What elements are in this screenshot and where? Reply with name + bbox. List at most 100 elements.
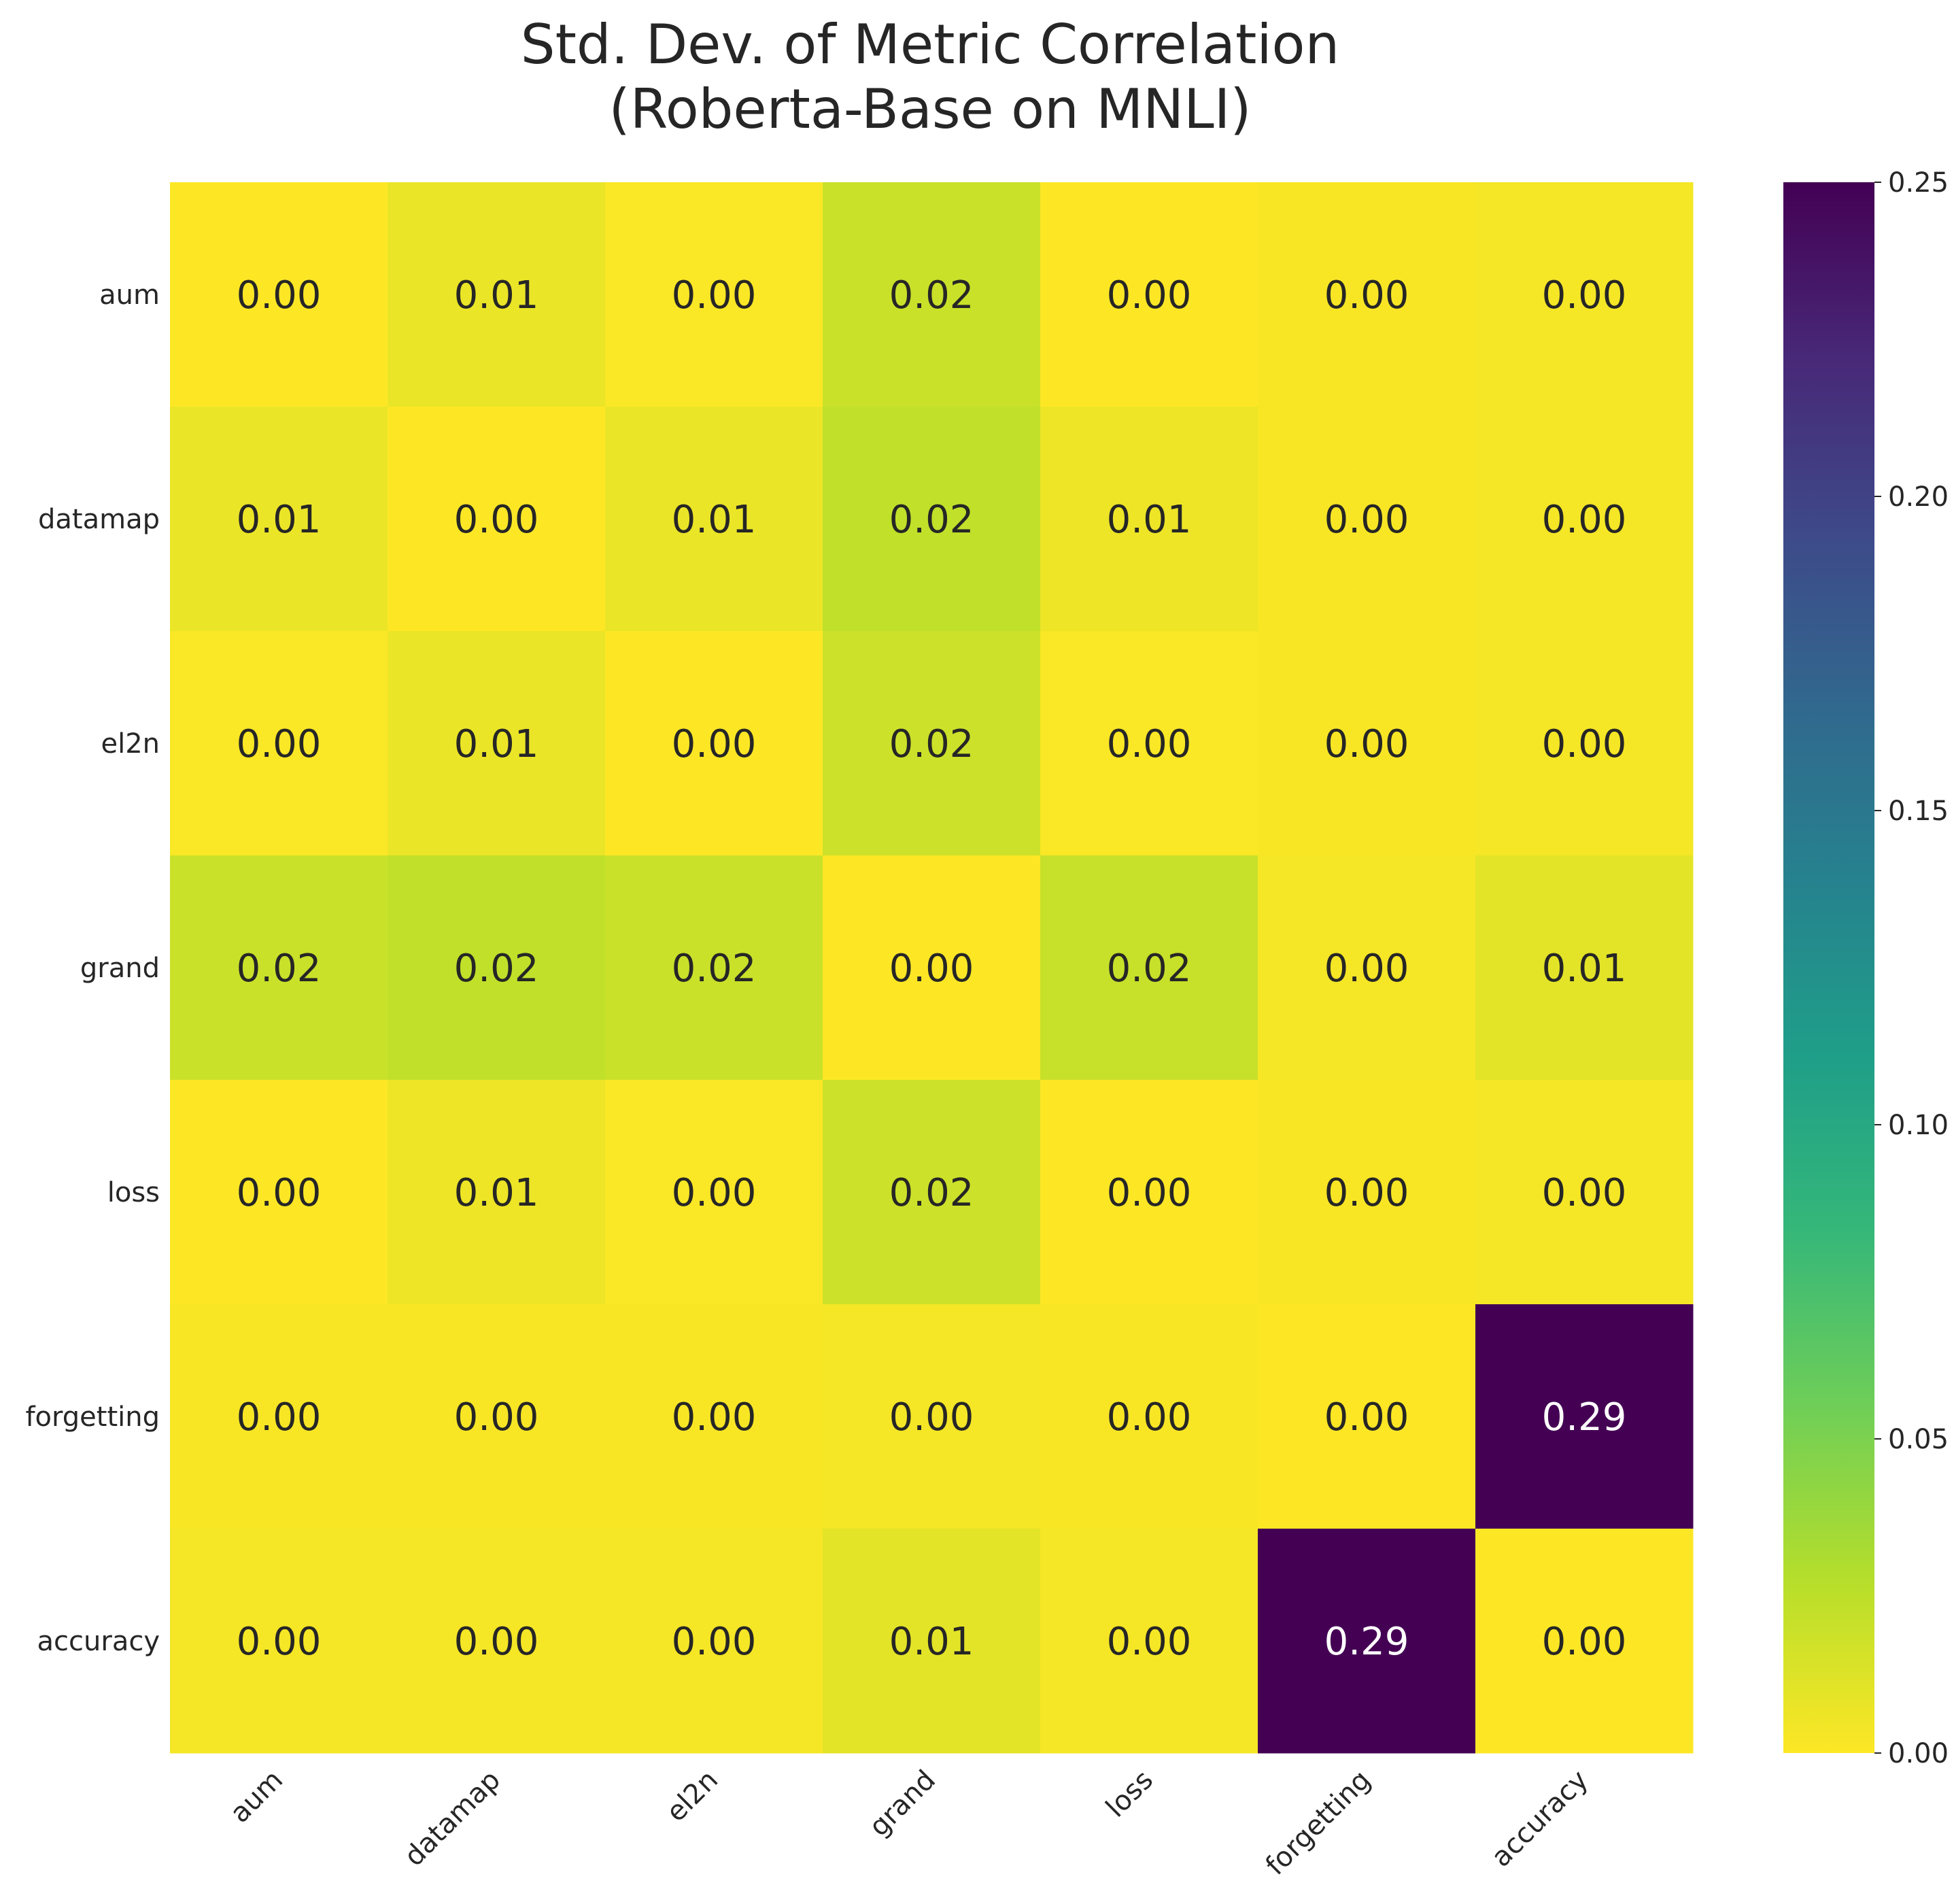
- heatmap-cell: [170, 1080, 388, 1305]
- heatmap-cell: [388, 407, 606, 632]
- heatmap-cell: [605, 182, 823, 407]
- heatmap-cell-value: 0.00: [672, 722, 757, 766]
- heatmap-cell-value: 0.01: [454, 1171, 539, 1215]
- heatmap-cell: [823, 1304, 1041, 1529]
- colorbar-tick-label: 0.20: [1888, 481, 1949, 513]
- heatmap-cell-value: 0.00: [1324, 722, 1409, 766]
- heatmap-cell: [1258, 407, 1476, 632]
- heatmap-cell-value: 0.00: [1542, 273, 1627, 318]
- y-tick-label: grand: [80, 953, 160, 984]
- heatmap-cell: [605, 1304, 823, 1529]
- heatmap-cell: [823, 182, 1041, 407]
- heatmap-cell-value: 0.00: [454, 498, 539, 542]
- heatmap-cell-value: 0.00: [672, 1620, 757, 1664]
- heatmap-cell-value: 0.00: [1542, 498, 1627, 542]
- heatmap-cell: [170, 1304, 388, 1529]
- x-tick-label: loss: [1100, 1765, 1159, 1824]
- heatmap-cell-value: 0.00: [1324, 1171, 1409, 1215]
- heatmap-cell-value: 0.00: [889, 1395, 974, 1440]
- heatmap-cell: [823, 1529, 1041, 1754]
- colorbar-tick-label: 0.05: [1888, 1424, 1949, 1455]
- heatmap-cell-value: 0.00: [1542, 722, 1627, 766]
- heatmap-cell: [388, 631, 606, 856]
- heatmap-cell-value: 0.29: [1324, 1620, 1409, 1664]
- heatmap-cell-value: 0.00: [1107, 1620, 1192, 1664]
- heatmap-cell: [1040, 182, 1258, 407]
- heatmap-cell-value: 0.01: [237, 498, 322, 542]
- heatmap-cell: [605, 1529, 823, 1754]
- heatmap-cell-value: 0.00: [1107, 273, 1192, 318]
- heatmap-cell: [1258, 1080, 1476, 1305]
- colorbar-ticks: 0.00 0.05 0.10 0.15 0.20 0.25: [1874, 167, 1949, 1769]
- colorbar-tick-label: 0.25: [1888, 167, 1949, 199]
- heatmap-cell: [388, 1304, 606, 1529]
- heatmap-cell-value: 0.00: [237, 1171, 322, 1215]
- chart-title-line-1: Std. Dev. of Metric Correlation: [521, 13, 1339, 76]
- heatmap-cell: [605, 631, 823, 856]
- heatmap-cell-value: 0.00: [672, 273, 757, 318]
- x-tick-label: accuracy: [1486, 1765, 1594, 1873]
- heatmap-cell: [605, 407, 823, 632]
- heatmap-cell: [1475, 631, 1694, 856]
- heatmap-cell: [170, 407, 388, 632]
- heatmap-cell: [170, 631, 388, 856]
- heatmap-cell-value: 0.00: [1324, 498, 1409, 542]
- colorbar: 0.00 0.05 0.10 0.15 0.20 0.25: [1783, 167, 1949, 1769]
- heatmap-cell: [388, 1529, 606, 1754]
- heatmap-cell: [388, 855, 606, 1081]
- heatmap-cell: [170, 855, 388, 1081]
- heatmap-cell-value: 0.29: [1542, 1395, 1627, 1440]
- heatmap-cell-value: 0.00: [1324, 947, 1409, 991]
- y-tick-label: accuracy: [37, 1626, 160, 1657]
- y-tick-label: aum: [99, 279, 160, 311]
- heatmap-cell-value: 0.00: [1107, 1171, 1192, 1215]
- heatmap-cell-value: 0.00: [454, 1620, 539, 1664]
- heatmap-cells: 0.00 0.01 0.00 0.02 0.00 0.00 0.00 0.01 0.00 0.01…: [170, 182, 1694, 1754]
- heatmap-cell-value: 0.00: [1107, 722, 1192, 766]
- x-tick-label: forgetting: [1260, 1765, 1377, 1882]
- heatmap-cell: [1040, 407, 1258, 632]
- heatmap-cell-value: 0.00: [237, 1395, 322, 1440]
- colorbar-tick-label: 0.15: [1888, 796, 1949, 827]
- heatmap-cell-value: 0.01: [454, 273, 539, 318]
- heatmap-cell-value: 0.01: [1107, 498, 1192, 542]
- heatmap-cell-value: 0.00: [237, 722, 322, 766]
- heatmap-cell: [1258, 631, 1476, 856]
- heatmap-cell-value: 0.00: [672, 1171, 757, 1215]
- heatmap-cell-value: 0.02: [889, 273, 974, 318]
- heatmap-cell: [1475, 407, 1694, 632]
- heatmap-cell: [823, 631, 1041, 856]
- heatmap-cell: [1258, 1529, 1476, 1754]
- y-tick-label: el2n: [101, 728, 160, 760]
- heatmap-cell: [1475, 1304, 1694, 1529]
- x-tick-label: datamap: [398, 1765, 507, 1873]
- heatmap-cell-value: 0.01: [672, 498, 757, 542]
- heatmap-cell: [170, 1529, 388, 1754]
- heatmap-cell-value: 0.00: [1107, 1395, 1192, 1440]
- heatmap-cell: [1040, 855, 1258, 1081]
- heatmap-cell: [823, 855, 1041, 1081]
- heatmap-cell-value: 0.00: [454, 1395, 539, 1440]
- heatmap-cell: [170, 182, 388, 407]
- heatmap-cell: [1475, 182, 1694, 407]
- heatmap-cell-value: 0.02: [454, 947, 539, 991]
- heatmap-cell-value: 0.00: [889, 947, 974, 991]
- heatmap-cell: [1475, 1080, 1694, 1305]
- x-tick-labels: aum datamap el2n grand loss forgetting accurac…: [224, 1765, 1594, 1882]
- heatmap-cell: [605, 855, 823, 1081]
- heatmap-cell-value: 0.00: [1324, 1395, 1409, 1440]
- y-tick-label: forgetting: [25, 1401, 160, 1433]
- heatmap-cell: [1475, 855, 1694, 1081]
- heatmap-cell-value: 0.02: [889, 498, 974, 542]
- heatmap-cell: [1040, 1304, 1258, 1529]
- heatmap-cell: [1040, 1080, 1258, 1305]
- heatmap-cell-value: 0.01: [454, 722, 539, 766]
- heatmap-cell-value: 0.00: [1542, 1171, 1627, 1215]
- heatmap-cell: [388, 182, 606, 407]
- heatmap-cell-value: 0.00: [672, 1395, 757, 1440]
- heatmap-cell-value: 0.02: [1107, 947, 1192, 991]
- heatmap-cell-value: 0.02: [889, 1171, 974, 1215]
- y-tick-labels: aum datamap el2n grand loss forgetting accurac…: [25, 279, 160, 1657]
- heatmap-cell: [1258, 855, 1476, 1081]
